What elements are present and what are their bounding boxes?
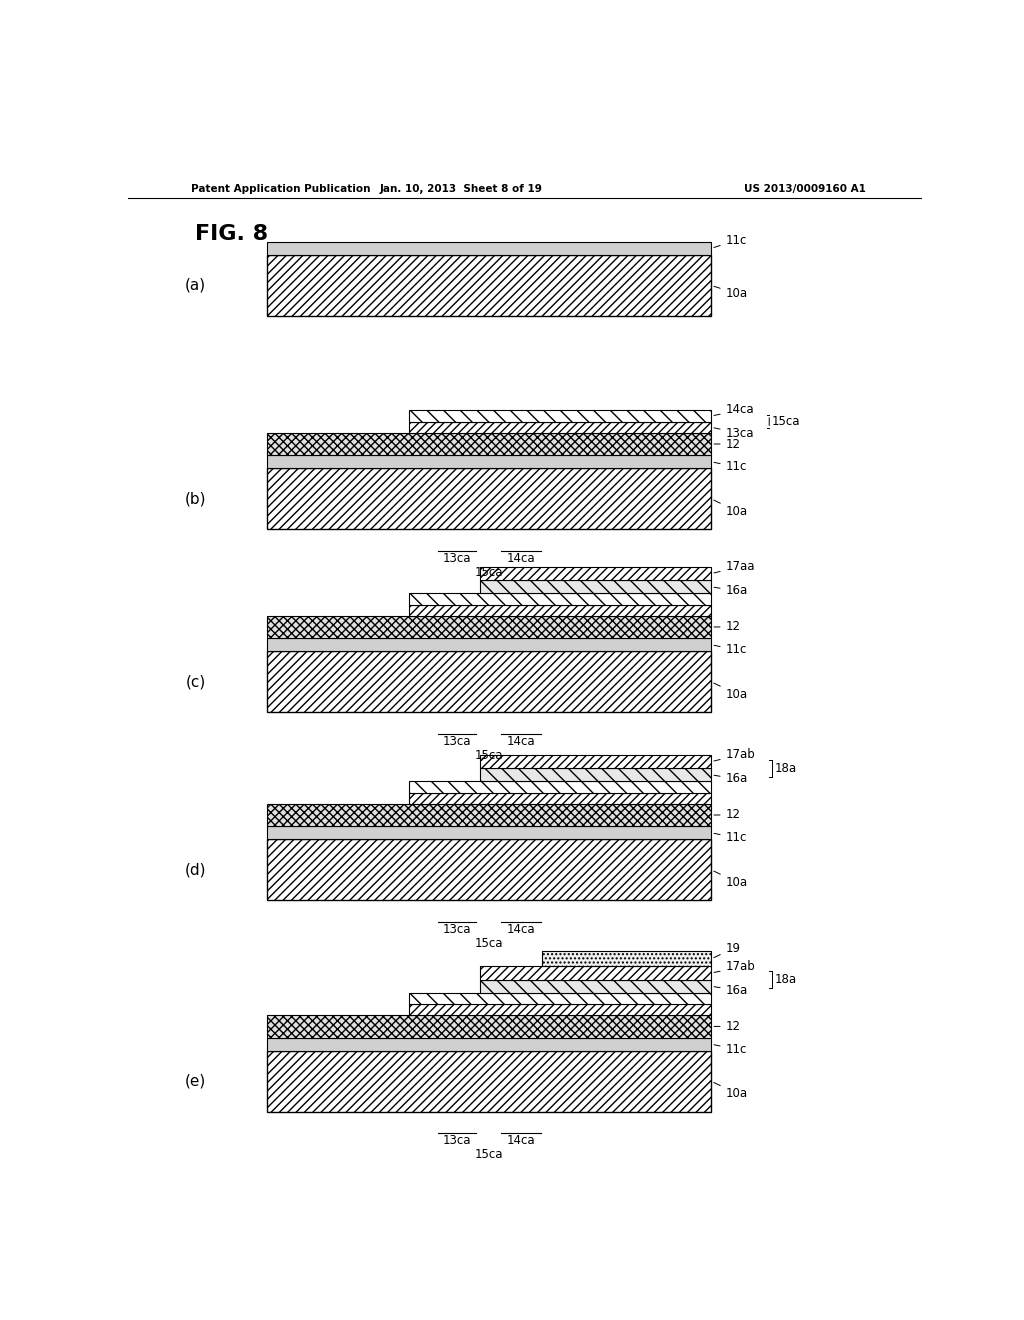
Text: 10a: 10a — [714, 286, 748, 300]
Bar — [410, 594, 712, 605]
Text: 10a: 10a — [714, 500, 748, 517]
Bar — [410, 411, 712, 421]
Bar — [267, 469, 712, 529]
Bar — [480, 966, 712, 979]
Bar — [410, 781, 712, 792]
Bar — [267, 638, 712, 651]
Bar — [410, 605, 712, 615]
Bar — [410, 792, 712, 804]
Text: 13ca: 13ca — [443, 1134, 472, 1147]
Text: 13ca: 13ca — [443, 552, 472, 565]
Text: (b): (b) — [184, 491, 206, 507]
Text: 15ca: 15ca — [475, 748, 504, 762]
Text: 12: 12 — [714, 620, 740, 634]
Bar — [480, 568, 712, 581]
Bar — [267, 255, 712, 315]
Text: US 2013/0009160 A1: US 2013/0009160 A1 — [744, 183, 866, 194]
Text: Jan. 10, 2013  Sheet 8 of 19: Jan. 10, 2013 Sheet 8 of 19 — [380, 183, 543, 194]
Bar — [267, 455, 712, 469]
Text: (e): (e) — [184, 1073, 206, 1089]
Text: 10a: 10a — [714, 1082, 748, 1100]
Bar — [267, 242, 712, 255]
Text: 12: 12 — [714, 808, 740, 821]
Text: 11c: 11c — [714, 461, 746, 474]
Text: FIG. 8: FIG. 8 — [196, 224, 268, 244]
Text: 15ca: 15ca — [772, 416, 800, 428]
Text: 10a: 10a — [714, 871, 748, 888]
Text: 12: 12 — [714, 437, 740, 450]
Bar — [480, 581, 712, 594]
Text: 19: 19 — [714, 942, 740, 957]
Text: 11c: 11c — [714, 1043, 746, 1056]
Text: (c): (c) — [185, 675, 206, 689]
Text: 14ca: 14ca — [507, 552, 536, 565]
Text: 12: 12 — [714, 1020, 740, 1034]
Bar — [480, 768, 712, 781]
Bar — [267, 1015, 712, 1038]
Text: 14ca: 14ca — [507, 1134, 536, 1147]
Bar — [267, 804, 712, 826]
Text: 13ca: 13ca — [443, 735, 472, 747]
Text: 15ca: 15ca — [475, 937, 504, 950]
Bar — [267, 433, 712, 455]
Text: 10a: 10a — [714, 682, 748, 701]
Text: 18a: 18a — [775, 973, 797, 986]
Text: 14ca: 14ca — [507, 735, 536, 747]
Bar — [267, 1038, 712, 1051]
Text: (a): (a) — [185, 279, 206, 293]
Bar — [410, 421, 712, 433]
Bar — [410, 1005, 712, 1015]
Text: 13ca: 13ca — [714, 426, 754, 440]
Bar — [543, 952, 712, 966]
Text: 11c: 11c — [714, 234, 746, 247]
Bar — [480, 979, 712, 993]
Text: (d): (d) — [184, 862, 206, 878]
Text: 17ab: 17ab — [714, 961, 756, 973]
Bar — [410, 993, 712, 1005]
Text: 16a: 16a — [714, 772, 748, 785]
Text: 18a: 18a — [775, 762, 797, 775]
Bar — [267, 615, 712, 638]
Text: 15ca: 15ca — [475, 1148, 504, 1162]
Text: 14ca: 14ca — [507, 923, 536, 936]
Text: 17ab: 17ab — [714, 748, 756, 762]
Text: 11c: 11c — [714, 643, 746, 656]
Bar — [480, 755, 712, 768]
Text: 17aa: 17aa — [714, 560, 755, 573]
Text: Patent Application Publication: Patent Application Publication — [191, 183, 371, 194]
Text: 15ca: 15ca — [475, 566, 504, 579]
Bar — [267, 826, 712, 840]
Text: 14ca: 14ca — [714, 404, 755, 416]
Text: 16a: 16a — [714, 585, 748, 598]
Bar — [267, 651, 712, 713]
Text: 16a: 16a — [714, 983, 748, 997]
Text: 11c: 11c — [714, 832, 746, 845]
Bar — [267, 840, 712, 900]
Bar — [267, 1051, 712, 1111]
Text: 13ca: 13ca — [443, 923, 472, 936]
